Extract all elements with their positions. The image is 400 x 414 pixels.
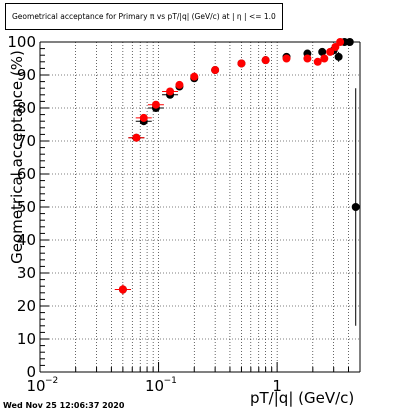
data-point (118, 285, 127, 294)
data-point (282, 54, 291, 63)
x-tick-exponent: −1 (164, 376, 177, 386)
data-point (190, 72, 199, 81)
data-point (132, 133, 141, 142)
y-tick-label: 50 (17, 198, 36, 216)
y-tick-label: 30 (17, 264, 36, 282)
x-tick-label: 10 (145, 377, 164, 395)
y-tick-label: 100 (7, 33, 36, 51)
y-tick-label: 0 (26, 363, 36, 381)
data-point (261, 56, 270, 65)
data-point (345, 38, 354, 46)
data-point (151, 100, 160, 109)
data-point (318, 47, 327, 56)
y-tick-label: 90 (17, 66, 36, 84)
data-point (313, 57, 322, 66)
y-tick-label: 70 (17, 132, 36, 150)
data-point (334, 52, 343, 61)
data-point (211, 66, 220, 75)
data-point (336, 38, 345, 46)
y-tick-label: 20 (17, 297, 36, 315)
data-point (331, 42, 340, 51)
data-point (326, 47, 335, 56)
data-point (237, 59, 246, 68)
x-axis-label: pT/|q| (GeV/c) (250, 389, 355, 407)
y-tick-label: 10 (17, 330, 36, 348)
datestamp: Wed Nov 25 12:06:37 2020 (3, 401, 125, 410)
x-tick-label: 10 (26, 377, 45, 395)
data-point (175, 80, 184, 89)
data-point (166, 87, 175, 96)
data-point (351, 203, 360, 211)
x-tick-exponent: −2 (45, 376, 58, 386)
chart-title-box: Geometrical acceptance for Primary π vs … (5, 3, 283, 30)
y-tick-label: 60 (17, 165, 36, 183)
chart-title: Geometrical acceptance for Primary π vs … (12, 12, 276, 21)
x-tick-label: 1 (272, 377, 282, 395)
y-axis-label: Geometrical acceptance (%) (7, 50, 26, 264)
data-point (139, 113, 148, 122)
y-tick-label: 80 (17, 99, 36, 117)
y-tick-label: 40 (17, 231, 36, 249)
data-point (303, 54, 312, 63)
data-point (320, 54, 329, 63)
